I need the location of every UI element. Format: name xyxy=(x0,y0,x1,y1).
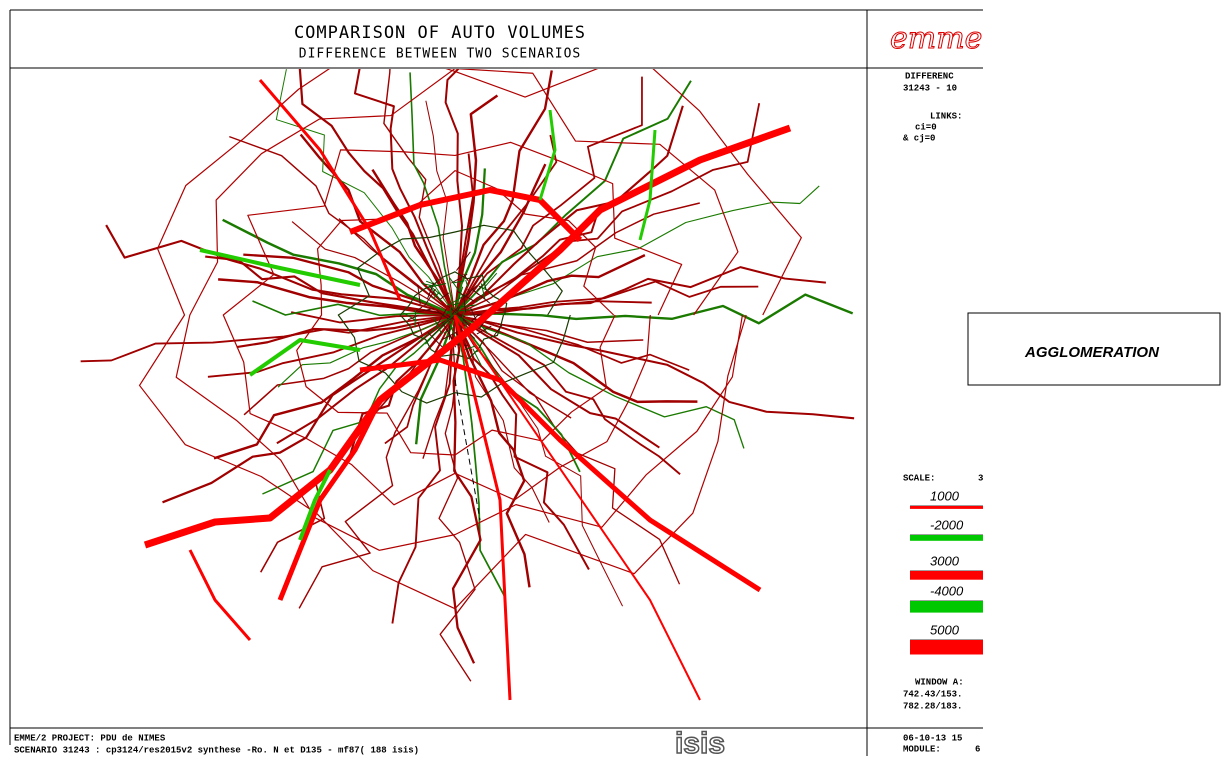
footer-project: EMME/2 PROJECT: PDU de NIMES xyxy=(14,733,166,743)
road xyxy=(350,190,580,240)
footer-logo: isis xyxy=(675,727,725,756)
panel-text: WINDOW A: xyxy=(915,677,964,687)
panel-text: 742.43/153. xyxy=(903,689,962,699)
panel-text: SCALE: xyxy=(903,473,935,483)
road xyxy=(229,137,455,315)
legend-label: 5000 xyxy=(930,622,960,637)
title: COMPARISON OF AUTO VOLUMES xyxy=(294,23,586,43)
road xyxy=(455,315,623,606)
legend-label: 3000 xyxy=(930,553,960,568)
panel-text: 31243 - 10 xyxy=(903,83,957,93)
road xyxy=(278,315,455,387)
panel-text: & cj=0 xyxy=(903,133,935,143)
panel-text: LINKS: xyxy=(930,111,962,121)
road xyxy=(385,315,455,443)
panel-text: DIFFERENC xyxy=(905,71,954,81)
road xyxy=(455,315,700,700)
side-panel: DIFFERENC 31243 - 10 LINKS: ci=0 & cj=0 … xyxy=(903,71,983,754)
road xyxy=(262,315,455,494)
legend-label: -2000 xyxy=(930,517,964,532)
logo: emme xyxy=(890,21,982,56)
frame xyxy=(10,10,983,756)
footer-scenario: SCENARIO 31243 : cp3124/res2015v2 synthe… xyxy=(14,745,419,755)
legend-bar xyxy=(910,571,983,580)
legend-label: 1000 xyxy=(930,488,960,503)
road xyxy=(415,310,416,327)
legend-bar xyxy=(910,640,983,655)
road xyxy=(190,550,250,640)
panel-text: ci=0 xyxy=(915,122,937,132)
subtitle: DIFFERENCE BETWEEN TWO SCENARIOS xyxy=(299,47,581,62)
road xyxy=(276,69,455,315)
panel-text: 3 xyxy=(978,473,983,483)
road xyxy=(455,203,700,315)
panel-text: 06-10-13 15 xyxy=(903,733,962,743)
legend-bar xyxy=(910,506,983,509)
network-map xyxy=(81,0,854,700)
legend-label: -4000 xyxy=(930,583,964,598)
legend-bar xyxy=(910,535,983,541)
road xyxy=(145,128,790,545)
panel-text: 6 xyxy=(975,744,980,754)
panel-text: MODULE: xyxy=(903,744,941,754)
road xyxy=(455,315,505,598)
panel-text: 782.28/183. xyxy=(903,701,962,711)
legend-bar xyxy=(910,601,983,613)
callout: AGGLOMERATION xyxy=(1024,344,1160,361)
